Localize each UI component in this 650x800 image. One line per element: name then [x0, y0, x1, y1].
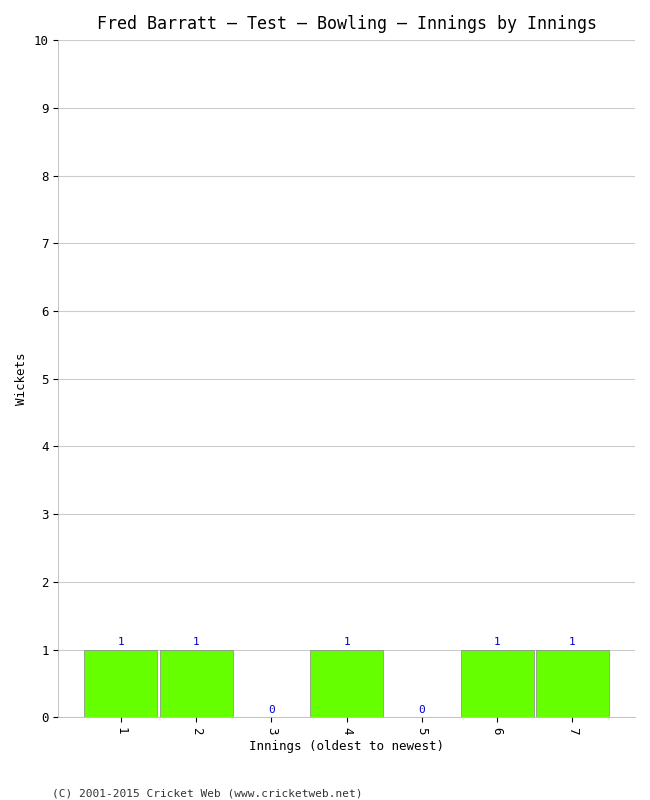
- Text: 0: 0: [419, 705, 425, 714]
- Text: (C) 2001-2015 Cricket Web (www.cricketweb.net): (C) 2001-2015 Cricket Web (www.cricketwe…: [52, 788, 363, 798]
- Text: 1: 1: [343, 637, 350, 647]
- Bar: [84, 650, 157, 718]
- Title: Fred Barratt – Test – Bowling – Innings by Innings: Fred Barratt – Test – Bowling – Innings …: [97, 15, 597, 33]
- Y-axis label: Wickets: Wickets: [15, 353, 28, 405]
- Bar: [536, 650, 609, 718]
- Text: 1: 1: [494, 637, 500, 647]
- Bar: [160, 650, 233, 718]
- Text: 1: 1: [569, 637, 576, 647]
- Bar: [310, 650, 383, 718]
- Text: 1: 1: [118, 637, 124, 647]
- Text: 0: 0: [268, 705, 275, 714]
- Text: 1: 1: [193, 637, 200, 647]
- Bar: [461, 650, 534, 718]
- X-axis label: Innings (oldest to newest): Innings (oldest to newest): [249, 740, 444, 753]
